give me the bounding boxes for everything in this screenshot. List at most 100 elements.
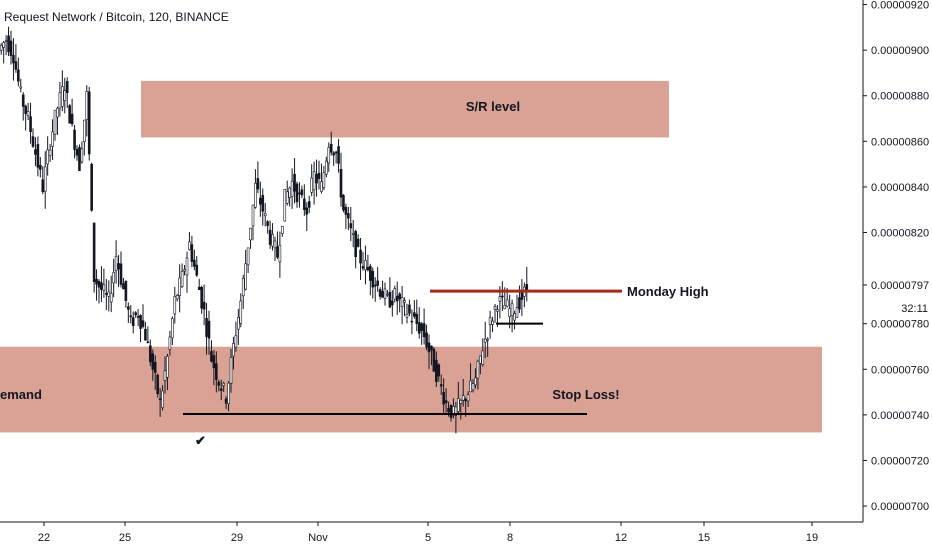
candle-body	[144, 328, 147, 341]
candle-body	[241, 278, 245, 297]
demand-zone	[0, 346, 822, 433]
candle-body	[356, 238, 360, 247]
sr-level-label: S/R level	[466, 99, 520, 114]
candle-body	[381, 291, 384, 298]
candle-body	[95, 278, 98, 285]
candle-body	[427, 342, 431, 353]
candle-body	[513, 313, 516, 321]
candle-body	[36, 144, 40, 168]
candle-body	[413, 312, 416, 317]
candle-body	[134, 312, 137, 316]
candle-body	[26, 111, 30, 117]
candle-body	[295, 183, 299, 203]
candle-body	[29, 116, 32, 133]
candle-body	[249, 227, 252, 241]
candle-body	[251, 204, 255, 227]
candle-body	[7, 35, 10, 53]
candle-body	[366, 266, 370, 271]
candle-body	[300, 189, 304, 196]
candle-body	[327, 147, 331, 164]
candle-body	[510, 303, 514, 316]
x-tick-label: 12	[615, 532, 627, 544]
candle-body	[190, 244, 194, 262]
candle-body	[205, 318, 208, 337]
candle-body	[219, 388, 223, 391]
candle-body	[435, 359, 438, 383]
candle-body	[503, 304, 507, 310]
candle-body	[92, 222, 96, 282]
candle-body	[78, 147, 81, 172]
candle-body	[161, 390, 164, 408]
stop-loss-label: Stop Loss!	[552, 387, 619, 402]
candle-body	[31, 136, 35, 147]
candle-body	[420, 323, 423, 331]
candle-body	[496, 309, 499, 312]
candle-body	[383, 288, 387, 299]
candle-body	[100, 282, 103, 290]
candle-body	[122, 283, 125, 290]
candle-body	[51, 131, 54, 147]
y-tick-label: 0.00000840	[871, 182, 929, 194]
candle-body	[432, 348, 436, 372]
candle-body	[246, 247, 250, 266]
candle-body	[215, 363, 218, 380]
candle-body	[151, 353, 155, 370]
candle-body	[403, 300, 406, 303]
candle-body	[408, 304, 411, 314]
candle-body	[114, 256, 118, 271]
candle-body	[334, 151, 338, 154]
candle-body	[483, 338, 487, 343]
candle-body	[146, 341, 150, 344]
candle-body	[41, 179, 45, 193]
candle-body	[124, 280, 128, 301]
candle-body	[378, 289, 382, 297]
candle-body	[48, 149, 52, 156]
candle-body	[0, 44, 3, 51]
candle-body	[73, 129, 76, 150]
candle-body	[393, 288, 397, 300]
candle-body	[293, 173, 296, 192]
candle-body	[197, 286, 201, 291]
candle-body	[43, 166, 47, 192]
candle-body	[39, 164, 42, 170]
x-tick-label: 15	[698, 532, 710, 544]
candle-body	[400, 297, 404, 307]
candle-body	[65, 81, 69, 94]
candle-body	[505, 299, 509, 307]
candle-body	[369, 265, 372, 281]
candle-body	[193, 259, 196, 267]
x-tick-label: 29	[231, 532, 243, 544]
candle-body	[168, 336, 172, 350]
candle-body	[117, 263, 120, 270]
last-price-label: 0.00000797	[871, 280, 929, 292]
candle-body	[261, 195, 265, 212]
annotations-layer: Monday High Stop Loss! ✔	[183, 284, 709, 448]
candle-body	[329, 143, 333, 153]
candle-body	[361, 266, 365, 269]
candle-body	[415, 313, 419, 324]
candle-body	[466, 394, 470, 402]
candle-body	[210, 351, 213, 362]
candle-body	[283, 188, 287, 222]
chart-title: Request Network / Bitcoin, 120, BINANCE	[4, 10, 229, 24]
candle-body	[129, 315, 133, 318]
candle-body	[24, 105, 27, 114]
candle-body	[185, 257, 189, 276]
candle-body	[386, 293, 389, 296]
candle-body	[227, 382, 230, 404]
candle-body	[405, 314, 409, 318]
candle-body	[339, 169, 343, 198]
x-tick-label: 22	[38, 532, 50, 544]
candle-body	[452, 406, 455, 416]
candle-body	[349, 223, 353, 229]
candle-body	[131, 317, 135, 327]
candle-body	[21, 94, 25, 107]
candle-body	[9, 40, 13, 56]
candle-body	[332, 152, 335, 156]
candle-body	[254, 182, 257, 208]
candle-body	[461, 395, 465, 401]
candle-body	[14, 61, 18, 70]
candle-body	[501, 295, 504, 298]
candle-body	[285, 191, 289, 204]
